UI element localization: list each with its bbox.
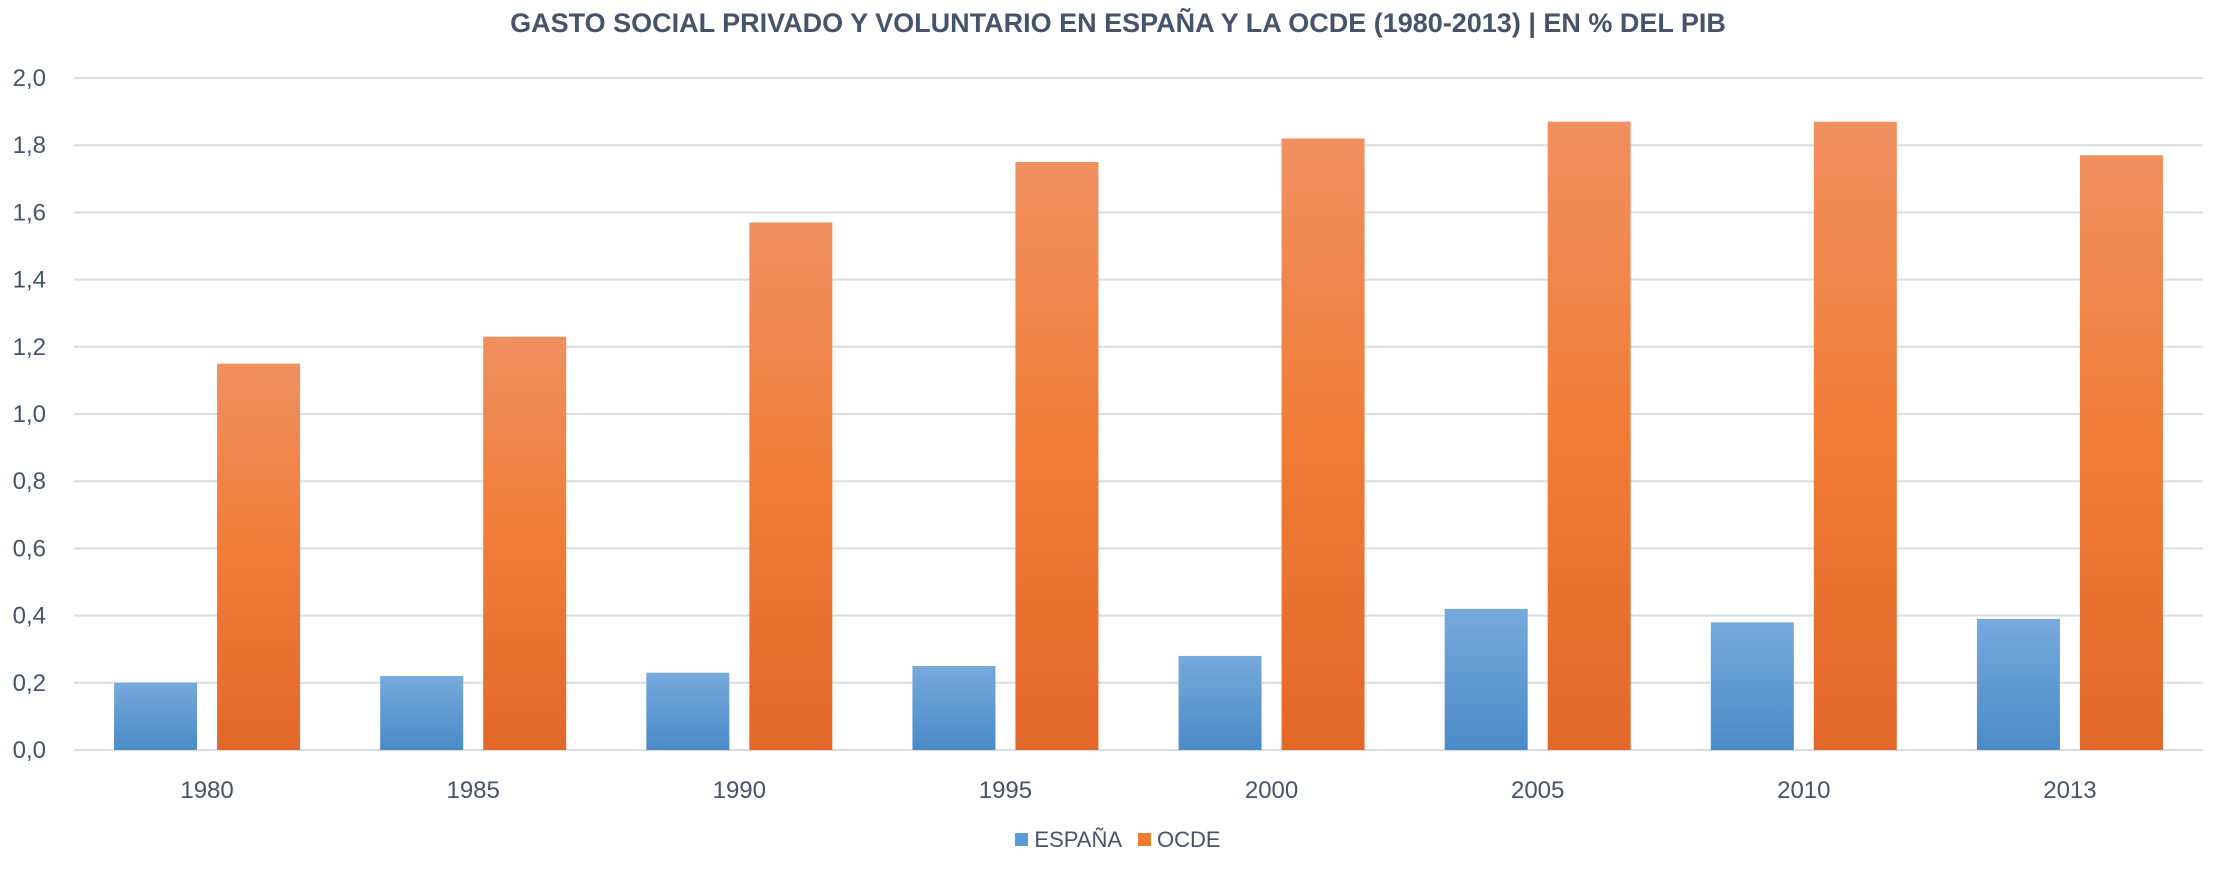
y-tick-label: 0,2 — [13, 670, 46, 697]
y-tick-label: 1,4 — [13, 267, 46, 294]
legend-item: OCDE — [1138, 827, 1221, 853]
bar-españa-1980 — [114, 682, 198, 750]
bar-ocde-1980 — [217, 363, 301, 750]
bar-españa-2010 — [1710, 622, 1794, 750]
bar-ocde-1985 — [483, 336, 567, 750]
bar-españa-2000 — [1178, 655, 1262, 750]
y-tick-label: 0,6 — [13, 535, 46, 562]
x-tick-label: 1995 — [979, 777, 1032, 804]
y-tick-label: 1,0 — [13, 401, 46, 428]
bar-ocde-2013 — [2079, 155, 2163, 750]
legend-label: OCDE — [1157, 826, 1221, 852]
x-tick-label: 2010 — [1777, 777, 1830, 804]
legend-swatch — [1138, 833, 1152, 846]
legend-swatch — [1015, 833, 1029, 846]
x-tick-label: 2005 — [1511, 777, 1564, 804]
y-tick-label: 1,2 — [13, 334, 46, 361]
legend-label: ESPAÑA — [1034, 826, 1123, 852]
bar-españa-1995 — [912, 666, 996, 750]
y-tick-label: 0,4 — [13, 603, 46, 630]
x-tick-label: 1990 — [713, 777, 766, 804]
x-tick-label: 2013 — [2043, 777, 2096, 804]
x-tick-label: 1985 — [446, 777, 499, 804]
bar-españa-1985 — [380, 676, 464, 750]
legend-item: ESPAÑA — [1015, 827, 1122, 853]
y-tick-label: 0,0 — [13, 737, 46, 764]
bar-ocde-2010 — [1813, 121, 1897, 751]
bar-ocde-1995 — [1015, 162, 1099, 750]
bar-españa-2005 — [1444, 608, 1528, 750]
y-tick-label: 2,0 — [13, 65, 46, 92]
x-tick-label: 1980 — [180, 777, 233, 804]
bar-ocde-2005 — [1547, 121, 1631, 751]
chart-title: GASTO SOCIAL PRIVADO Y VOLUNTARIO EN ESP… — [510, 8, 1726, 38]
bar-ocde-1990 — [749, 222, 833, 751]
y-tick-label: 1,8 — [13, 132, 46, 159]
y-tick-label: 0,8 — [13, 468, 46, 495]
bar-ocde-2000 — [1281, 138, 1365, 751]
bar-españa-1990 — [646, 672, 730, 750]
x-tick-label: 2000 — [1245, 777, 1298, 804]
bar-españa-2013 — [1976, 618, 2060, 750]
legend: ESPAÑA OCDE — [0, 826, 2236, 853]
y-tick-label: 1,6 — [13, 199, 46, 226]
